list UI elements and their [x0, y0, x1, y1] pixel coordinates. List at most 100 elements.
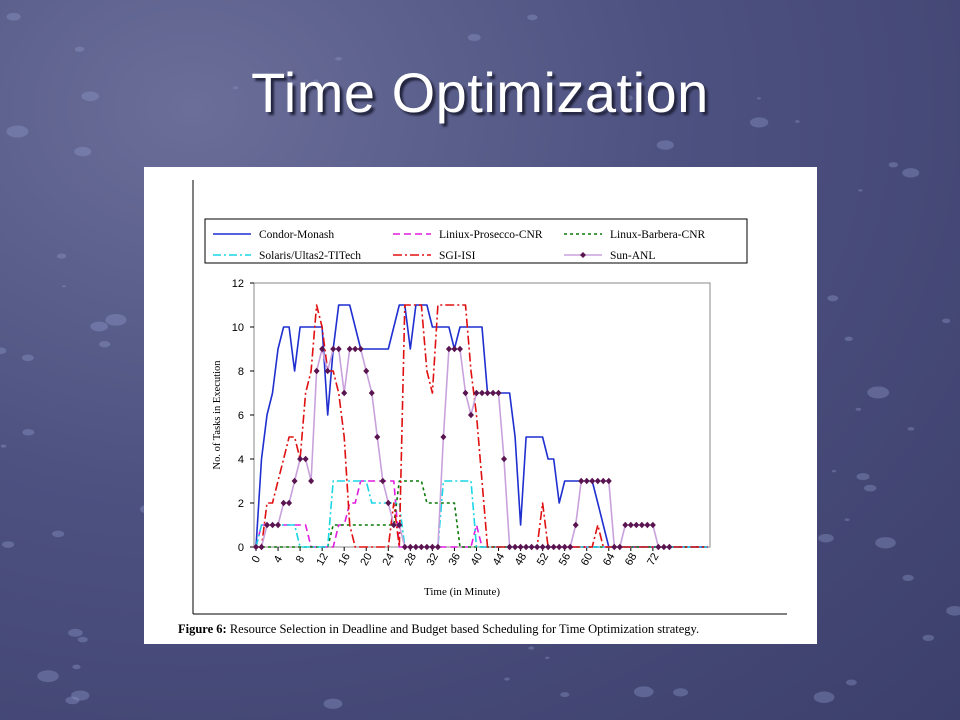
data-point: [440, 433, 447, 441]
background-dot: [71, 690, 90, 701]
x-tick-label: 68: [623, 551, 640, 568]
background-dot: [65, 696, 80, 705]
background-dot: [907, 427, 915, 431]
y-tick-label: 0: [238, 542, 244, 554]
x-tick-label: 64: [601, 551, 618, 568]
background-dot: [6, 125, 29, 138]
series-line-4: [256, 304, 708, 548]
x-tick-label: 56: [557, 551, 574, 568]
data-point: [429, 543, 436, 551]
background-dot: [844, 518, 850, 522]
background-dot: [74, 46, 85, 52]
background-dot: [827, 295, 839, 302]
data-point: [412, 543, 419, 551]
background-dot: [902, 168, 920, 178]
data-point: [567, 543, 574, 551]
background-dot: [0, 347, 7, 355]
caption-text: Resource Selection in Deadline and Budge…: [226, 622, 700, 636]
data-point: [385, 499, 392, 507]
data-point: [495, 389, 502, 397]
data-point: [396, 521, 403, 529]
background-dot: [856, 473, 870, 481]
data-point: [324, 367, 331, 375]
background-dot: [21, 354, 34, 362]
background-dot: [528, 646, 535, 650]
data-point: [264, 521, 271, 529]
plot-area: [253, 282, 711, 548]
background-dot: [858, 189, 863, 192]
data-point: [583, 477, 590, 485]
legend-box: [204, 218, 748, 264]
data-point: [286, 499, 293, 507]
data-point: [418, 543, 425, 551]
background-dot: [467, 33, 481, 41]
y-tick-label: 6: [238, 410, 244, 422]
data-point: [616, 543, 623, 551]
background-dot: [98, 341, 111, 348]
background-dot: [545, 656, 550, 660]
y-tick-label: 2: [238, 498, 244, 510]
data-point: [589, 477, 596, 485]
background-dot: [633, 686, 654, 698]
data-point: [506, 543, 513, 551]
legend-label: SGI-ISI: [439, 250, 476, 262]
x-tick-label: 20: [358, 551, 375, 568]
legend-label: Solaris/Ultas2-TITech: [259, 250, 361, 262]
data-point: [649, 521, 656, 529]
x-tick-label: 0: [250, 554, 263, 565]
background-dot: [0, 444, 7, 448]
x-tick-label: 72: [645, 551, 662, 568]
series-line-2: [256, 480, 708, 548]
slide-title: Time Optimization: [251, 61, 709, 124]
data-point: [528, 543, 535, 551]
data-point: [374, 433, 381, 441]
background-dot: [68, 628, 83, 637]
data-point: [401, 543, 408, 551]
data-point: [467, 411, 474, 419]
data-point: [462, 389, 469, 397]
data-point: [297, 455, 304, 463]
background-dot: [72, 664, 81, 670]
data-point: [490, 389, 497, 397]
background-dot: [656, 140, 674, 150]
data-point: [605, 477, 612, 485]
data-point: [578, 477, 585, 485]
background-dot: [77, 636, 88, 643]
background-dot: [2, 541, 15, 548]
data-point: [445, 345, 452, 353]
background-dot: [105, 314, 127, 326]
background-dot: [90, 321, 108, 332]
background-dot: [946, 605, 960, 616]
x-tick-label: 8: [294, 554, 307, 565]
data-point: [644, 521, 651, 529]
y-tick-label: 10: [232, 322, 244, 334]
data-point: [594, 477, 601, 485]
background-dot: [942, 318, 951, 324]
background-dot: [504, 677, 510, 681]
data-point: [456, 345, 463, 353]
background-dot: [818, 533, 834, 543]
data-point: [368, 389, 375, 397]
data-point: [512, 543, 519, 551]
background-dot: [62, 285, 67, 288]
data-point: [545, 543, 552, 551]
series-line-5: [256, 348, 670, 548]
data-point: [423, 543, 430, 551]
data-point: [313, 367, 320, 375]
y-tick-label: 12: [232, 278, 244, 290]
series-line-1: [255, 480, 708, 548]
legend-label: Condor-Monash: [259, 229, 334, 241]
data-point: [611, 543, 618, 551]
series-line-3: [255, 480, 708, 548]
data-point: [275, 521, 282, 529]
figure-panel: 0 2 4 6 8 10 12 0 4 8 12 16 20 24 28 32 36 40 44 48 52 56 60 64…: [144, 167, 817, 644]
background-dot: [813, 691, 835, 703]
x-tick-label: 44: [491, 551, 508, 568]
figure-caption: Figure 6: Resource Selection in Deadline…: [178, 622, 818, 637]
data-point: [291, 477, 298, 485]
data-point: [473, 389, 480, 397]
data-point: [451, 345, 458, 353]
data-point: [660, 543, 667, 551]
x-axis-label: Time (in Minute): [424, 586, 500, 598]
